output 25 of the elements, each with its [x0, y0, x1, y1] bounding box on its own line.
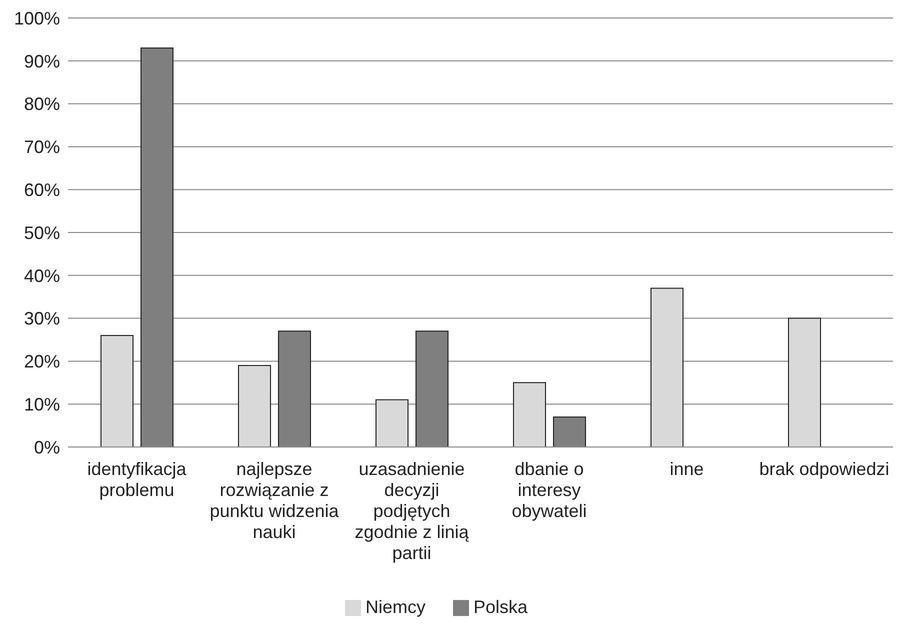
y-tick-label: 30%: [24, 308, 60, 329]
y-tick-label: 80%: [24, 94, 60, 114]
y-tick-label: 40%: [24, 266, 60, 286]
y-tick-label: 60%: [24, 180, 60, 200]
x-tick-label: identyfikacja problemu: [87, 459, 188, 500]
y-tick-label: 0%: [34, 437, 60, 458]
x-tick-label: najlepsze rozwiązanie z punktu widzenia nauki: [210, 459, 340, 542]
y-tick-label: 20%: [24, 352, 60, 372]
y-tick-label: 100%: [14, 8, 60, 28]
bar: [513, 382, 546, 447]
y-tick-label: 10%: [24, 394, 60, 414]
bar: [100, 334, 134, 447]
bar: [650, 288, 684, 447]
x-tick-label: inne: [670, 459, 704, 479]
y-tick-label: 70%: [24, 137, 60, 158]
bar: [788, 318, 821, 447]
legend-label: Polska: [473, 597, 528, 617]
x-tick-label: uzasadnienie decyzji podjętych zgodnie z linią partii: [354, 459, 470, 563]
bar: [376, 399, 408, 447]
x-tick-label: brak odpowiedzi: [759, 459, 890, 479]
legend-label: Niemcy: [365, 597, 426, 617]
x-tick-label: dbanie o interesy obywateli: [512, 459, 587, 521]
y-tick-label: 50%: [24, 222, 60, 243]
y-tick-label: 90%: [24, 51, 60, 72]
bar: [238, 364, 271, 447]
